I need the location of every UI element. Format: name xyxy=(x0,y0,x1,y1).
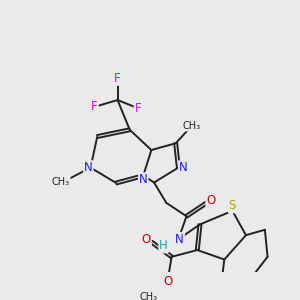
Text: N: N xyxy=(179,161,188,174)
Text: N: N xyxy=(84,161,93,174)
Text: H: H xyxy=(159,239,168,253)
Text: S: S xyxy=(229,200,236,212)
Text: CH₃: CH₃ xyxy=(52,177,70,187)
Text: N: N xyxy=(139,173,148,186)
Text: CH₃: CH₃ xyxy=(183,121,201,131)
Text: CH₃: CH₃ xyxy=(140,292,158,300)
Text: O: O xyxy=(142,233,151,246)
Text: F: F xyxy=(134,102,141,115)
Text: F: F xyxy=(91,100,98,113)
Text: N: N xyxy=(176,233,184,246)
Text: O: O xyxy=(163,274,172,288)
Text: F: F xyxy=(114,72,121,85)
Text: O: O xyxy=(206,194,215,207)
